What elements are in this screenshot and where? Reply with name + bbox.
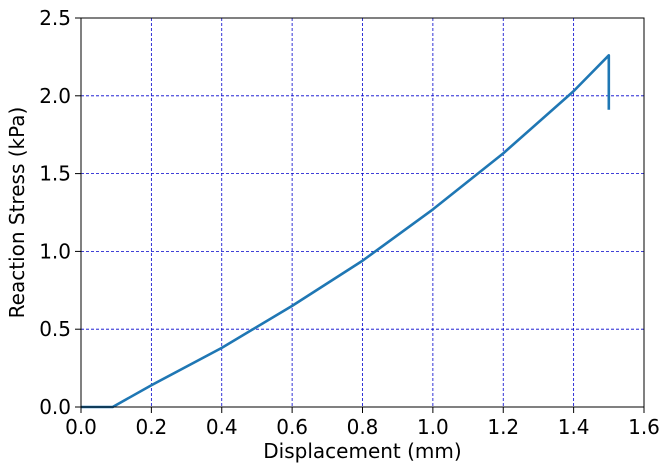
y-tick-label: 0.0 xyxy=(39,395,71,419)
x-tick-label: 0.4 xyxy=(206,415,238,439)
x-axis-label: Displacement (mm) xyxy=(263,439,461,463)
x-tick-label: 0.0 xyxy=(65,415,97,439)
x-tick-label: 0.8 xyxy=(347,415,379,439)
grid-layer xyxy=(80,17,645,408)
x-tick-label: 1.6 xyxy=(628,415,660,439)
y-tick-label: 2.5 xyxy=(39,6,71,30)
x-tick-label: 1.2 xyxy=(487,415,519,439)
tick-layer: 0.0 0.2 0.4 0.6 0.8 1.0 1.2 1.4 1.6 0.0 0.5 1.0 1.5 2… xyxy=(39,6,660,439)
y-tick-label: 1.5 xyxy=(39,162,71,186)
x-tick-label: 0.6 xyxy=(276,415,308,439)
series-line xyxy=(81,54,611,409)
x-tick-label: 1.0 xyxy=(417,415,449,439)
series-layer xyxy=(81,54,611,409)
y-tick-label: 1.0 xyxy=(39,239,71,263)
y-tick-label: 0.5 xyxy=(39,317,71,341)
y-axis-label: Reaction Stress (kPa) xyxy=(5,107,29,319)
x-tick-label: 1.4 xyxy=(558,415,590,439)
x-tick-label: 0.2 xyxy=(135,415,167,439)
y-tick-label: 2.0 xyxy=(39,84,71,108)
